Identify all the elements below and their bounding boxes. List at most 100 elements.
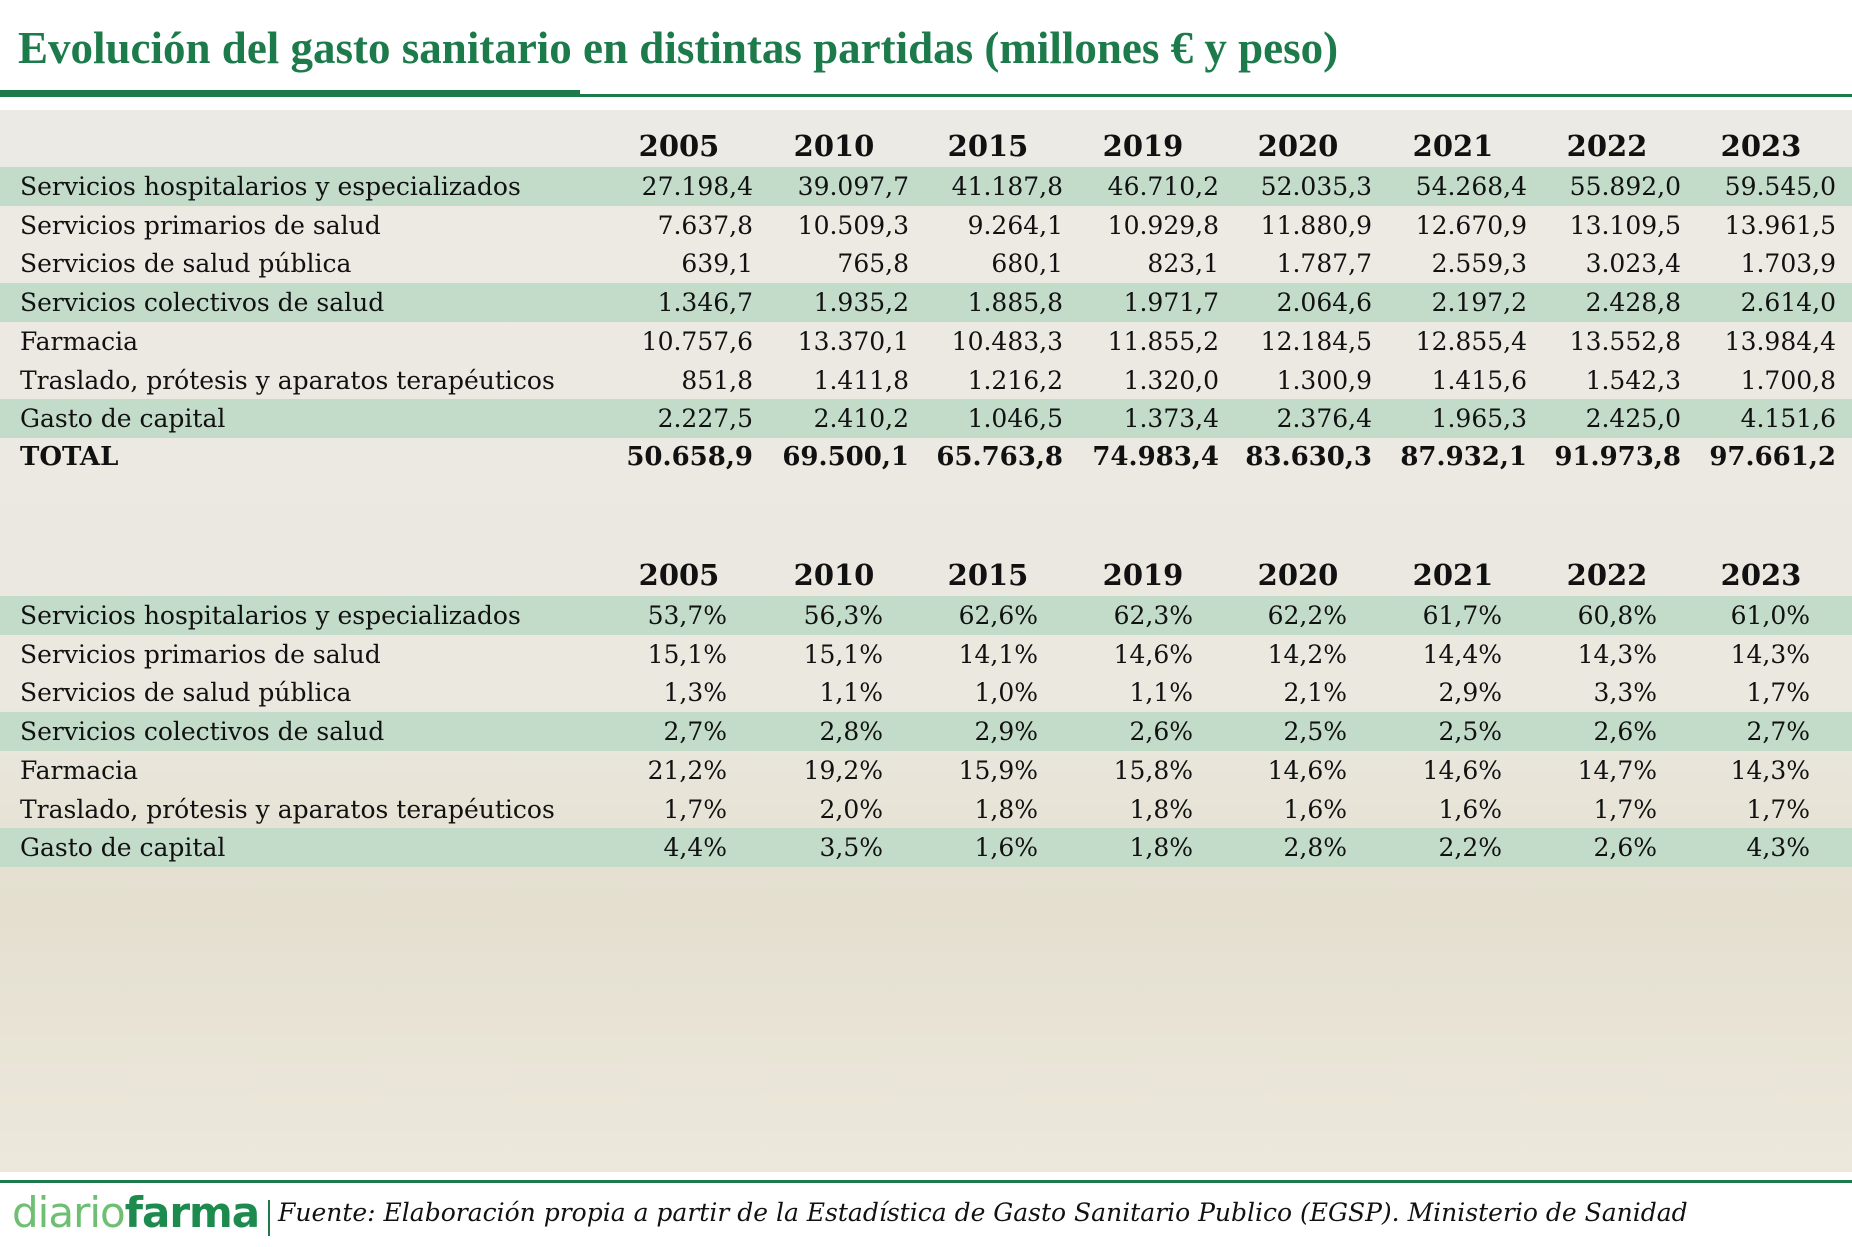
cell-value: 1,7% — [1746, 678, 1810, 708]
cell-value: 13.552,8 — [1569, 326, 1681, 356]
cell-value: 2.376,4 — [1276, 404, 1372, 434]
row-label: Servicios hospitalarios y especializados — [20, 601, 521, 630]
cell-value: 2,5% — [1283, 717, 1347, 747]
cell-value: 1,3% — [663, 678, 727, 708]
footer-rule — [0, 1180, 1852, 1183]
cell-value: 61,0% — [1730, 601, 1810, 630]
cell-value: 83.630,3 — [1245, 441, 1372, 472]
cell-value: 54.268,4 — [1415, 172, 1527, 201]
cell-value: 2.410,2 — [813, 404, 909, 434]
cell-value: 1.700,8 — [1740, 365, 1836, 395]
title-rule — [0, 94, 1852, 97]
row-label: Farmacia — [20, 326, 139, 356]
cell-value: 12.184,5 — [1260, 326, 1372, 356]
cell-value: 11.855,2 — [1107, 326, 1219, 356]
column-header: 2010 — [793, 129, 875, 163]
cell-value: 56,3% — [803, 601, 883, 630]
cell-value: 2,9% — [974, 717, 1038, 747]
row-band — [0, 596, 1852, 635]
cell-value: 3.023,4 — [1585, 249, 1681, 279]
row-label: Servicios primarios de salud — [20, 210, 381, 240]
cell-value: 14,6% — [1267, 755, 1347, 785]
cell-value: 4,3% — [1746, 833, 1810, 863]
column-header: 2022 — [1566, 558, 1648, 592]
column-header: 2023 — [1720, 558, 1802, 592]
cell-value: 59.545,0 — [1724, 172, 1836, 201]
cell-value: 14,6% — [1113, 639, 1193, 669]
cell-value: 1,6% — [1283, 794, 1347, 824]
column-header: 2021 — [1412, 558, 1494, 592]
cell-value: 765,8 — [837, 249, 909, 279]
cell-value: 851,8 — [681, 365, 753, 395]
cell-value: 87.932,1 — [1400, 441, 1527, 472]
cell-value: 7.637,8 — [657, 210, 753, 240]
cell-value: 15,1% — [803, 639, 883, 669]
cell-value: 62,3% — [1113, 601, 1193, 630]
column-header: 2015 — [947, 129, 1029, 163]
title: Evolución del gasto sanitario en distint… — [18, 23, 1339, 73]
cell-value: 1,7% — [663, 794, 727, 824]
cell-value: 13.984,4 — [1724, 326, 1836, 356]
cell-value: 10.929,8 — [1107, 210, 1219, 240]
cell-value: 1.703,9 — [1740, 249, 1836, 279]
column-header: 2020 — [1257, 558, 1339, 592]
cell-value: 21,2% — [647, 755, 727, 785]
cell-value: 10.509,3 — [797, 210, 909, 240]
row-label: Farmacia — [20, 755, 139, 785]
cell-value: 10.483,3 — [951, 326, 1063, 356]
cell-value: 1,0% — [974, 678, 1038, 708]
cell-value: 1.346,7 — [657, 288, 753, 318]
cell-value: 62,2% — [1267, 601, 1347, 630]
cell-value: 2,8% — [819, 717, 883, 747]
cell-value: 2,6% — [1593, 717, 1657, 747]
cell-value: 2.197,2 — [1431, 288, 1527, 318]
cell-value: 14,3% — [1577, 639, 1657, 669]
column-header: 2023 — [1720, 129, 1802, 163]
cell-value: 2,8% — [1283, 833, 1347, 863]
row-label: Servicios de salud pública — [20, 678, 352, 708]
brand-part: diario — [12, 1188, 126, 1237]
cell-value: 1.411,8 — [813, 365, 909, 395]
row-label: TOTAL — [20, 441, 119, 472]
row-label: Servicios colectivos de salud — [20, 717, 385, 747]
cell-value: 97.661,2 — [1709, 441, 1836, 472]
cell-value: 2.227,5 — [657, 404, 753, 434]
cell-value: 4,4% — [663, 833, 727, 863]
cell-value: 1,7% — [1746, 794, 1810, 824]
cell-value: 9.264,1 — [967, 210, 1063, 240]
row-label: Traslado, prótesis y aparatos terapéutic… — [20, 794, 555, 824]
cell-value: 2.425,0 — [1585, 404, 1681, 434]
cell-value: 13.109,5 — [1569, 210, 1681, 240]
column-header: 2005 — [638, 558, 720, 592]
cell-value: 1,8% — [974, 794, 1038, 824]
cell-value: 52.035,3 — [1260, 172, 1372, 201]
cell-value: 60,8% — [1577, 601, 1657, 630]
cell-value: 11.880,9 — [1260, 210, 1372, 240]
row-band — [0, 828, 1852, 868]
column-header: 2010 — [793, 558, 875, 592]
column-header: 2019 — [1102, 129, 1184, 163]
row-band — [0, 712, 1852, 752]
cell-value: 1.885,8 — [967, 288, 1063, 318]
cell-value: 13.370,1 — [797, 326, 909, 356]
column-header: 2022 — [1566, 129, 1648, 163]
cell-value: 1,8% — [1129, 833, 1193, 863]
cell-value: 15,8% — [1113, 755, 1193, 785]
brand: diariofarma — [12, 1188, 260, 1237]
source: Fuente: Elaboración propia a partir de l… — [278, 1198, 1688, 1227]
cell-value: 41.187,8 — [951, 172, 1063, 201]
cell-value: 61,7% — [1422, 601, 1502, 630]
row-band — [0, 283, 1852, 323]
cell-value: 15,1% — [647, 639, 727, 669]
cell-value: 2,7% — [663, 717, 727, 747]
cell-value: 4.151,6 — [1740, 404, 1836, 434]
brand-part: farma — [124, 1188, 260, 1237]
cell-value: 680,1 — [991, 249, 1063, 279]
cell-value: 12.855,4 — [1415, 326, 1527, 356]
cell-value: 2.559,3 — [1431, 249, 1527, 279]
cell-value: 2.064,6 — [1276, 288, 1372, 318]
cell-value: 1.965,3 — [1431, 404, 1527, 434]
cell-value: 1,6% — [974, 833, 1038, 863]
cell-value: 1.971,7 — [1123, 288, 1219, 318]
